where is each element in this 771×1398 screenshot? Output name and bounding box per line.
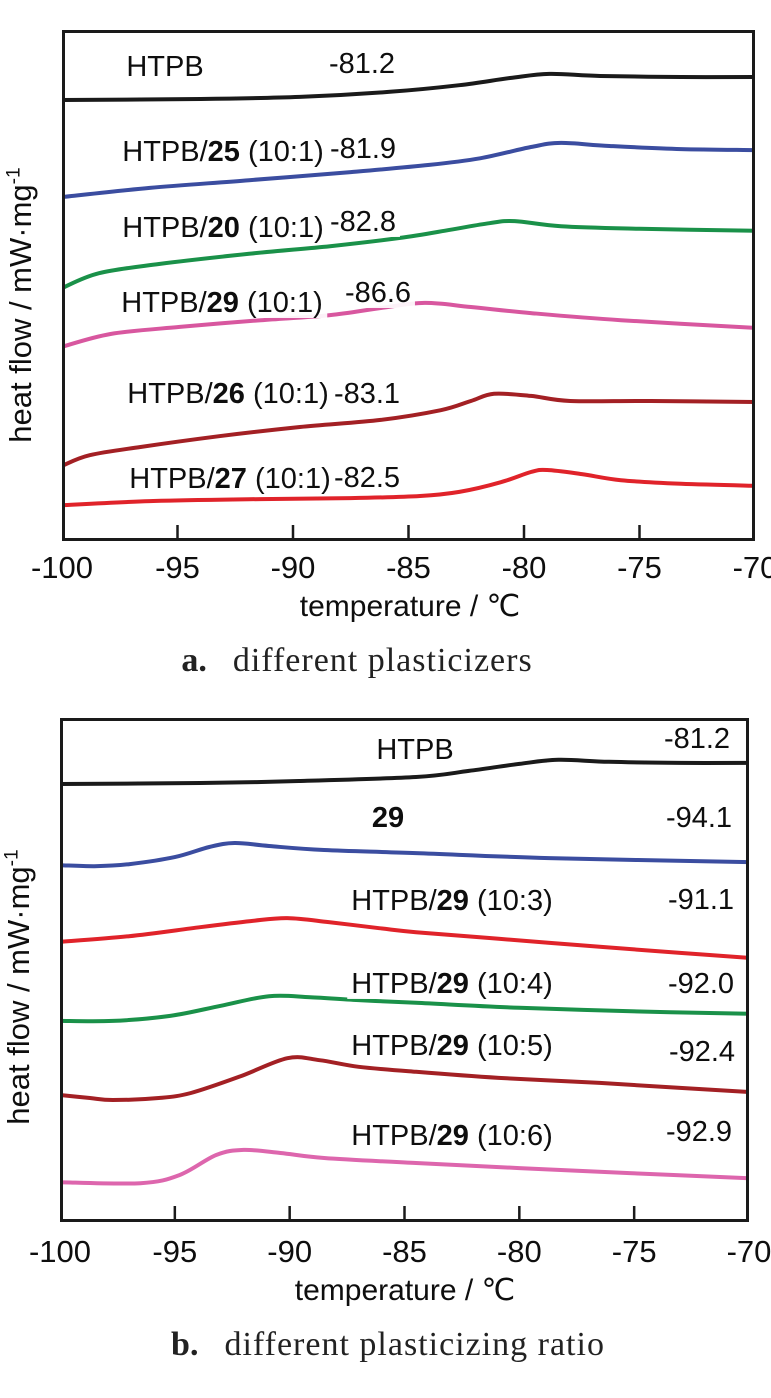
tg-value-htpb-25: -81.9: [325, 134, 401, 164]
series-label-htpb-27: HTPB/27 (10:1): [125, 464, 335, 494]
tg-value-htpb-29-10-3: -91.1: [663, 885, 739, 915]
x-tick-label: -70: [732, 550, 771, 585]
series-label-htpb-25: HTPB/25 (10:1): [118, 137, 328, 167]
x-tick-label: -85: [386, 550, 431, 585]
chart-a-plot: [62, 30, 755, 541]
series-curve-htpb-26-10-1-: [62, 391, 755, 468]
x-tick-label: -95: [155, 550, 200, 585]
x-tick-label: -90: [270, 550, 316, 585]
tg-value-htpb: -81.2: [324, 49, 400, 79]
series-curve-htpb: [62, 71, 755, 102]
caption-b-letter: b.: [171, 1326, 199, 1363]
chart-a-y-axis-label: heat flow / mW·mg-1: [3, 167, 39, 442]
x-tick-label: -80: [496, 1234, 542, 1269]
tg-value-htpb-27: -82.5: [329, 463, 405, 493]
series-curve-29: [60, 840, 749, 869]
x-tick-label: -90: [267, 1234, 313, 1269]
series-label-htpb-b: HTPB: [372, 735, 458, 765]
y-axis-label-superscript: -1: [1, 849, 23, 867]
caption-a: a. different plasticizers: [181, 642, 532, 680]
tg-value-htpb-20: -82.8: [325, 207, 401, 237]
series-label-htpb-29: HTPB/29 (10:1): [117, 288, 327, 318]
series-label-htpb: HTPB: [122, 52, 208, 82]
plot-border: [62, 30, 755, 541]
series-label-htpb-29-10-5: HTPB/29 (10:5): [347, 1031, 557, 1061]
x-tick-label: -95: [152, 1234, 198, 1269]
tg-value-htpb-29: -86.6: [340, 278, 416, 308]
tg-value-29: -94.1: [661, 803, 737, 833]
plot-border: [60, 718, 749, 1222]
x-tick-label: -85: [382, 1234, 427, 1269]
series-label-29: 29: [367, 803, 409, 833]
tg-value-htpb-b: -81.2: [659, 724, 735, 754]
x-tick-label: -100: [30, 550, 94, 585]
chart-b-x-axis-title: temperature / ℃: [294, 1274, 516, 1307]
caption-a-letter: a.: [181, 642, 207, 679]
caption-b: b. different plasticizing ratio: [171, 1326, 605, 1364]
series-label-htpb-29-10-4: HTPB/29 (10:4): [347, 969, 557, 999]
tg-value-htpb-26: -83.1: [329, 379, 405, 409]
y-axis-label-text: heat flow / mW·mg: [3, 184, 38, 443]
chart-a-x-tick-labels: -100 -95 -90 -85 -80 -75 -70: [31, 550, 771, 585]
series-curve-htpb-27-10-1-: [62, 467, 755, 508]
series-label-htpb-29-10-3: HTPB/29 (10:3): [347, 886, 557, 916]
series-curve-htpb: [60, 757, 749, 786]
series-curve-htpb-25-10-1-: [62, 140, 755, 200]
x-tick-label: -75: [617, 550, 662, 585]
series-curve-htpb-29-10-5-: [60, 1055, 749, 1103]
series-curve-htpb-29-10-4-: [60, 993, 749, 1024]
x-tick-label: -75: [611, 1234, 657, 1269]
series-curve-htpb-20-10-1-: [62, 218, 755, 291]
x-tick-label: -80: [501, 550, 547, 585]
series-label-htpb-29-10-6: HTPB/29 (10:6): [347, 1121, 557, 1151]
series-label-htpb-20: HTPB/20 (10:1): [118, 213, 328, 243]
x-tick-label: -70: [726, 1234, 771, 1269]
y-axis-label-superscript: -1: [3, 167, 25, 185]
caption-a-text: different plasticizers: [232, 642, 533, 679]
caption-b-text: different plasticizing ratio: [224, 1326, 605, 1363]
tg-value-htpb-29-10-6: -92.9: [661, 1117, 737, 1147]
y-axis-label-text: heat flow / mW·mg: [1, 866, 36, 1125]
series-curve-htpb-29-10-3-: [60, 916, 749, 960]
chart-b-y-axis-label: heat flow / mW·mg-1: [1, 849, 37, 1124]
series-curve-htpb-29-10-6-: [60, 1147, 749, 1186]
chart-b-x-tick-labels: -100 -95 -90 -85 -80 -75 -70: [29, 1234, 771, 1269]
chart-a-x-axis-title: temperature / ℃: [299, 590, 521, 623]
chart-b-plot: [60, 718, 749, 1222]
x-tick-label: -100: [28, 1234, 92, 1269]
series-label-htpb-26: HTPB/26 (10:1): [123, 379, 333, 409]
tg-value-htpb-29-10-5: -92.4: [664, 1037, 740, 1067]
tg-value-htpb-29-10-4: -92.0: [663, 969, 739, 999]
